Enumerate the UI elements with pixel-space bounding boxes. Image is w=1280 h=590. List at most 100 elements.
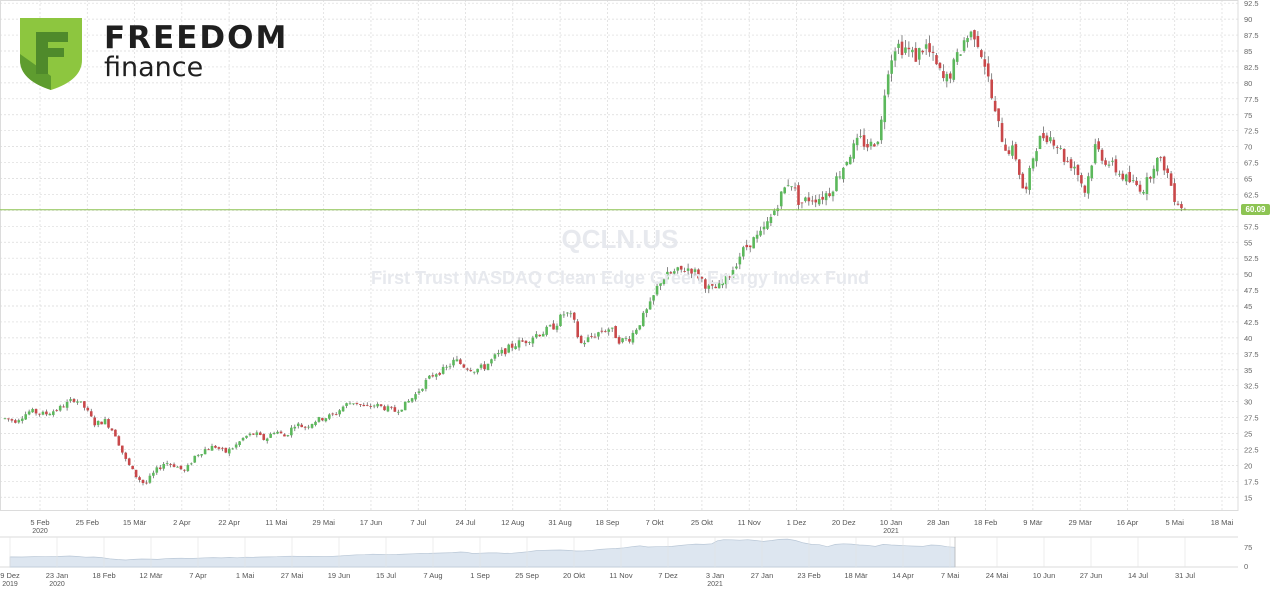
candle[interactable] <box>855 133 859 151</box>
candle[interactable] <box>476 368 479 375</box>
candle[interactable] <box>93 415 96 428</box>
candle[interactable] <box>786 179 790 187</box>
candle[interactable] <box>1124 173 1128 186</box>
candle[interactable] <box>403 401 407 411</box>
candle[interactable] <box>1059 145 1062 150</box>
candle[interactable] <box>655 281 659 297</box>
candle[interactable] <box>1062 148 1066 166</box>
candle[interactable] <box>1055 145 1059 154</box>
candle[interactable] <box>214 444 217 449</box>
candle[interactable] <box>1162 155 1166 175</box>
candle[interactable] <box>100 421 103 425</box>
candle[interactable] <box>107 418 110 429</box>
candle[interactable] <box>355 402 359 406</box>
candle[interactable] <box>38 413 41 417</box>
candle[interactable] <box>324 417 328 423</box>
candle[interactable] <box>886 70 890 98</box>
candle[interactable] <box>641 310 645 327</box>
candle[interactable] <box>238 441 241 447</box>
candle[interactable] <box>445 364 448 371</box>
candle[interactable] <box>769 213 773 227</box>
candle[interactable] <box>103 416 107 425</box>
candlestick-series[interactable] <box>3 29 1187 486</box>
candle[interactable] <box>986 56 990 82</box>
candle[interactable] <box>735 263 738 270</box>
candle[interactable] <box>521 337 524 342</box>
candle[interactable] <box>434 373 438 380</box>
candle[interactable] <box>738 252 742 270</box>
candle[interactable] <box>973 29 976 48</box>
candle[interactable] <box>583 340 586 347</box>
candle[interactable] <box>300 423 303 428</box>
candle[interactable] <box>717 280 721 289</box>
candle[interactable] <box>158 464 162 471</box>
candle[interactable] <box>1038 135 1042 150</box>
candle[interactable] <box>193 455 197 463</box>
candle[interactable] <box>686 263 690 276</box>
candle[interactable] <box>1152 165 1156 184</box>
candle[interactable] <box>221 446 224 452</box>
candle[interactable] <box>1128 165 1131 184</box>
candle[interactable] <box>14 418 17 424</box>
candle[interactable] <box>1149 175 1152 183</box>
candle[interactable] <box>31 407 34 413</box>
candle[interactable] <box>579 334 583 344</box>
candle[interactable] <box>276 430 279 435</box>
candle[interactable] <box>262 433 266 441</box>
candle[interactable] <box>883 89 887 130</box>
candle[interactable] <box>58 404 62 412</box>
candle[interactable] <box>762 221 766 235</box>
candle[interactable] <box>969 30 973 41</box>
candle[interactable] <box>314 420 317 427</box>
candle[interactable] <box>842 166 845 183</box>
candle[interactable] <box>779 191 783 210</box>
candle[interactable] <box>807 192 811 206</box>
candle[interactable] <box>462 363 466 369</box>
candle[interactable] <box>541 331 545 337</box>
candle[interactable] <box>924 39 928 56</box>
candle[interactable] <box>283 433 286 437</box>
candle[interactable] <box>572 311 576 323</box>
candle[interactable] <box>693 267 697 276</box>
candle[interactable] <box>848 154 852 165</box>
candle[interactable] <box>407 399 410 403</box>
candle[interactable] <box>328 413 331 421</box>
candle[interactable] <box>576 319 579 339</box>
candle[interactable] <box>503 348 507 357</box>
candle[interactable] <box>255 430 259 438</box>
candle[interactable] <box>621 337 624 344</box>
candle[interactable] <box>959 54 962 56</box>
candle[interactable] <box>845 161 849 167</box>
candle[interactable] <box>514 343 517 350</box>
candle[interactable] <box>555 323 559 333</box>
candle[interactable] <box>196 454 200 458</box>
candle[interactable] <box>535 331 538 339</box>
candle[interactable] <box>638 325 642 331</box>
candle[interactable] <box>676 266 680 274</box>
candle[interactable] <box>341 405 345 412</box>
candle[interactable] <box>127 457 131 466</box>
candle[interactable] <box>48 412 52 416</box>
candle[interactable] <box>379 404 383 408</box>
candle[interactable] <box>448 363 452 370</box>
candle[interactable] <box>880 116 883 144</box>
candle[interactable] <box>386 404 390 413</box>
candle[interactable] <box>800 202 804 209</box>
candle[interactable] <box>1066 156 1069 163</box>
candle[interactable] <box>207 448 210 451</box>
candle[interactable] <box>997 108 1000 128</box>
candle[interactable] <box>466 367 469 372</box>
candle[interactable] <box>393 404 397 412</box>
candle[interactable] <box>690 268 693 279</box>
candle[interactable] <box>938 61 942 71</box>
candle[interactable] <box>790 186 793 191</box>
candle[interactable] <box>931 45 935 61</box>
candle[interactable] <box>231 447 234 450</box>
candle[interactable] <box>7 418 10 422</box>
candle[interactable] <box>169 462 172 468</box>
candle[interactable] <box>1156 157 1159 176</box>
candle[interactable] <box>428 374 431 380</box>
candle[interactable] <box>721 279 724 289</box>
candle[interactable] <box>52 409 55 417</box>
candle[interactable] <box>776 204 780 216</box>
